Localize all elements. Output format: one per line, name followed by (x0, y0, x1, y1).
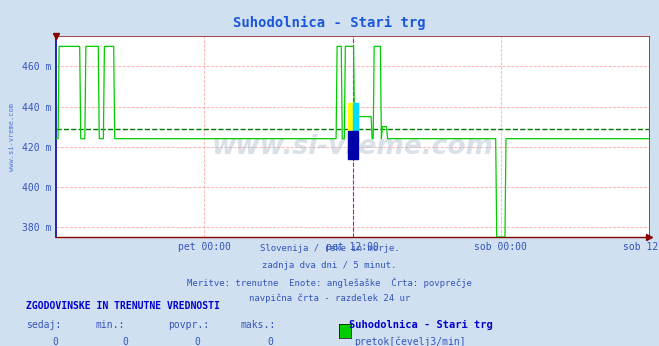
Text: 0: 0 (122, 337, 128, 346)
Text: zadnja dva dni / 5 minut.: zadnja dva dni / 5 minut. (262, 261, 397, 270)
Text: navpična črta - razdelek 24 ur: navpična črta - razdelek 24 ur (249, 294, 410, 303)
Bar (353, 102, 358, 131)
Text: 0: 0 (267, 337, 273, 346)
Text: pretok[čevelj3/min]: pretok[čevelj3/min] (355, 337, 466, 346)
Text: Slovenija / reke in morje.: Slovenija / reke in morje. (260, 244, 399, 253)
Text: min.:: min.: (96, 320, 125, 330)
Bar (348, 131, 358, 159)
Text: 0: 0 (53, 337, 59, 346)
Text: Suhodolnica - Stari trg: Suhodolnica - Stari trg (349, 320, 493, 330)
Text: sedaj:: sedaj: (26, 320, 61, 330)
Text: ZGODOVINSKE IN TRENUTNE VREDNOSTI: ZGODOVINSKE IN TRENUTNE VREDNOSTI (26, 301, 220, 311)
Text: povpr.:: povpr.: (168, 320, 209, 330)
Bar (348, 102, 353, 131)
Text: maks.:: maks.: (241, 320, 275, 330)
Text: Meritve: trenutne  Enote: anglešaške  Črta: povprečje: Meritve: trenutne Enote: anglešaške Črta… (187, 277, 472, 288)
Text: 0: 0 (194, 337, 200, 346)
Text: www.si-vreme.com: www.si-vreme.com (212, 134, 494, 160)
Text: Suhodolnica - Stari trg: Suhodolnica - Stari trg (233, 16, 426, 30)
Text: www.si-vreme.com: www.si-vreme.com (9, 103, 14, 171)
